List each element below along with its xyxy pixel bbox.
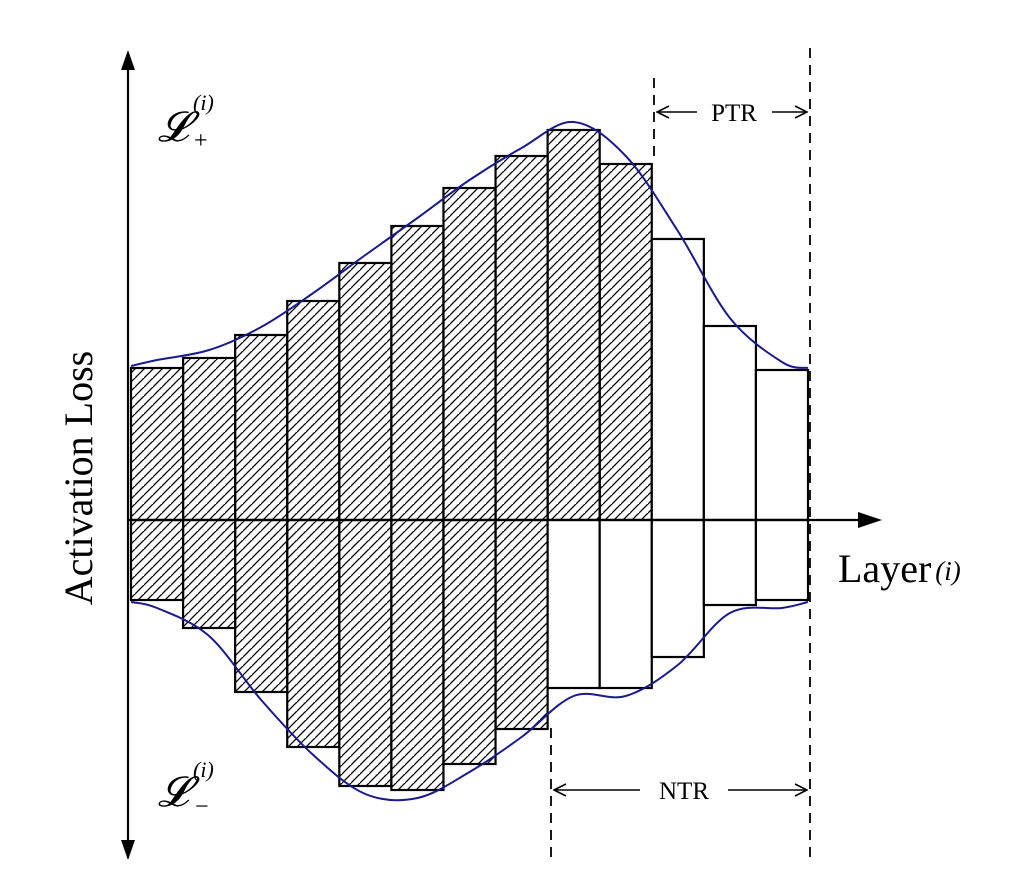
- negative-bar-5: [338, 518, 393, 788]
- svg-text:(i): (i): [193, 90, 214, 115]
- negative-bar-4: [286, 518, 341, 749]
- ptr-label: PTR: [711, 100, 757, 127]
- y-axis-arrow-down: [121, 840, 135, 860]
- negative-bar-12: [702, 518, 758, 607]
- lower-loss-symbol: 𝓛 (i) −: [158, 757, 214, 820]
- y-axis-arrow-up: [121, 50, 135, 70]
- upper-loss-symbol: 𝓛 (i) +: [158, 90, 214, 154]
- svg-text:+: +: [194, 128, 208, 154]
- positive-bar-3: [234, 333, 289, 522]
- positive-bar-5: [338, 261, 393, 522]
- positive-bar-1: [129, 366, 185, 522]
- svg-text:(i): (i): [193, 757, 214, 782]
- svg-text:−: −: [195, 794, 209, 820]
- x-axis-label: Layer (i): [838, 546, 961, 591]
- negative-bar-9: [546, 518, 601, 690]
- lower-envelope-curve: [130, 601, 809, 802]
- y-axis-label: Activation Loss: [56, 351, 101, 605]
- x-axis-arrow: [858, 512, 882, 528]
- positive-bar-10: [598, 162, 653, 522]
- positive-bar-2: [181, 356, 237, 522]
- negative-bar-13: [754, 518, 810, 602]
- negative-bar-10: [598, 518, 653, 690]
- negative-bar-7: [442, 518, 497, 766]
- negative-bar-6: [390, 518, 445, 792]
- positive-bar-9: [546, 128, 601, 522]
- positive-bar-8: [494, 154, 549, 522]
- bar-group: [129, 128, 810, 792]
- negative-bar-1: [129, 518, 185, 602]
- positive-bar-13: [754, 368, 810, 522]
- negative-bar-3: [234, 518, 289, 694]
- negative-bar-8: [494, 518, 549, 731]
- ntr-label: NTR: [659, 778, 709, 805]
- positive-bar-12: [702, 324, 758, 522]
- positive-bar-11: [650, 237, 705, 522]
- negative-bar-2: [181, 518, 237, 630]
- upper-envelope-curve: [130, 120, 809, 369]
- positive-bar-7: [442, 186, 497, 522]
- negative-bar-11: [650, 518, 705, 659]
- positive-bar-6: [390, 224, 445, 522]
- positive-bar-4: [286, 299, 341, 522]
